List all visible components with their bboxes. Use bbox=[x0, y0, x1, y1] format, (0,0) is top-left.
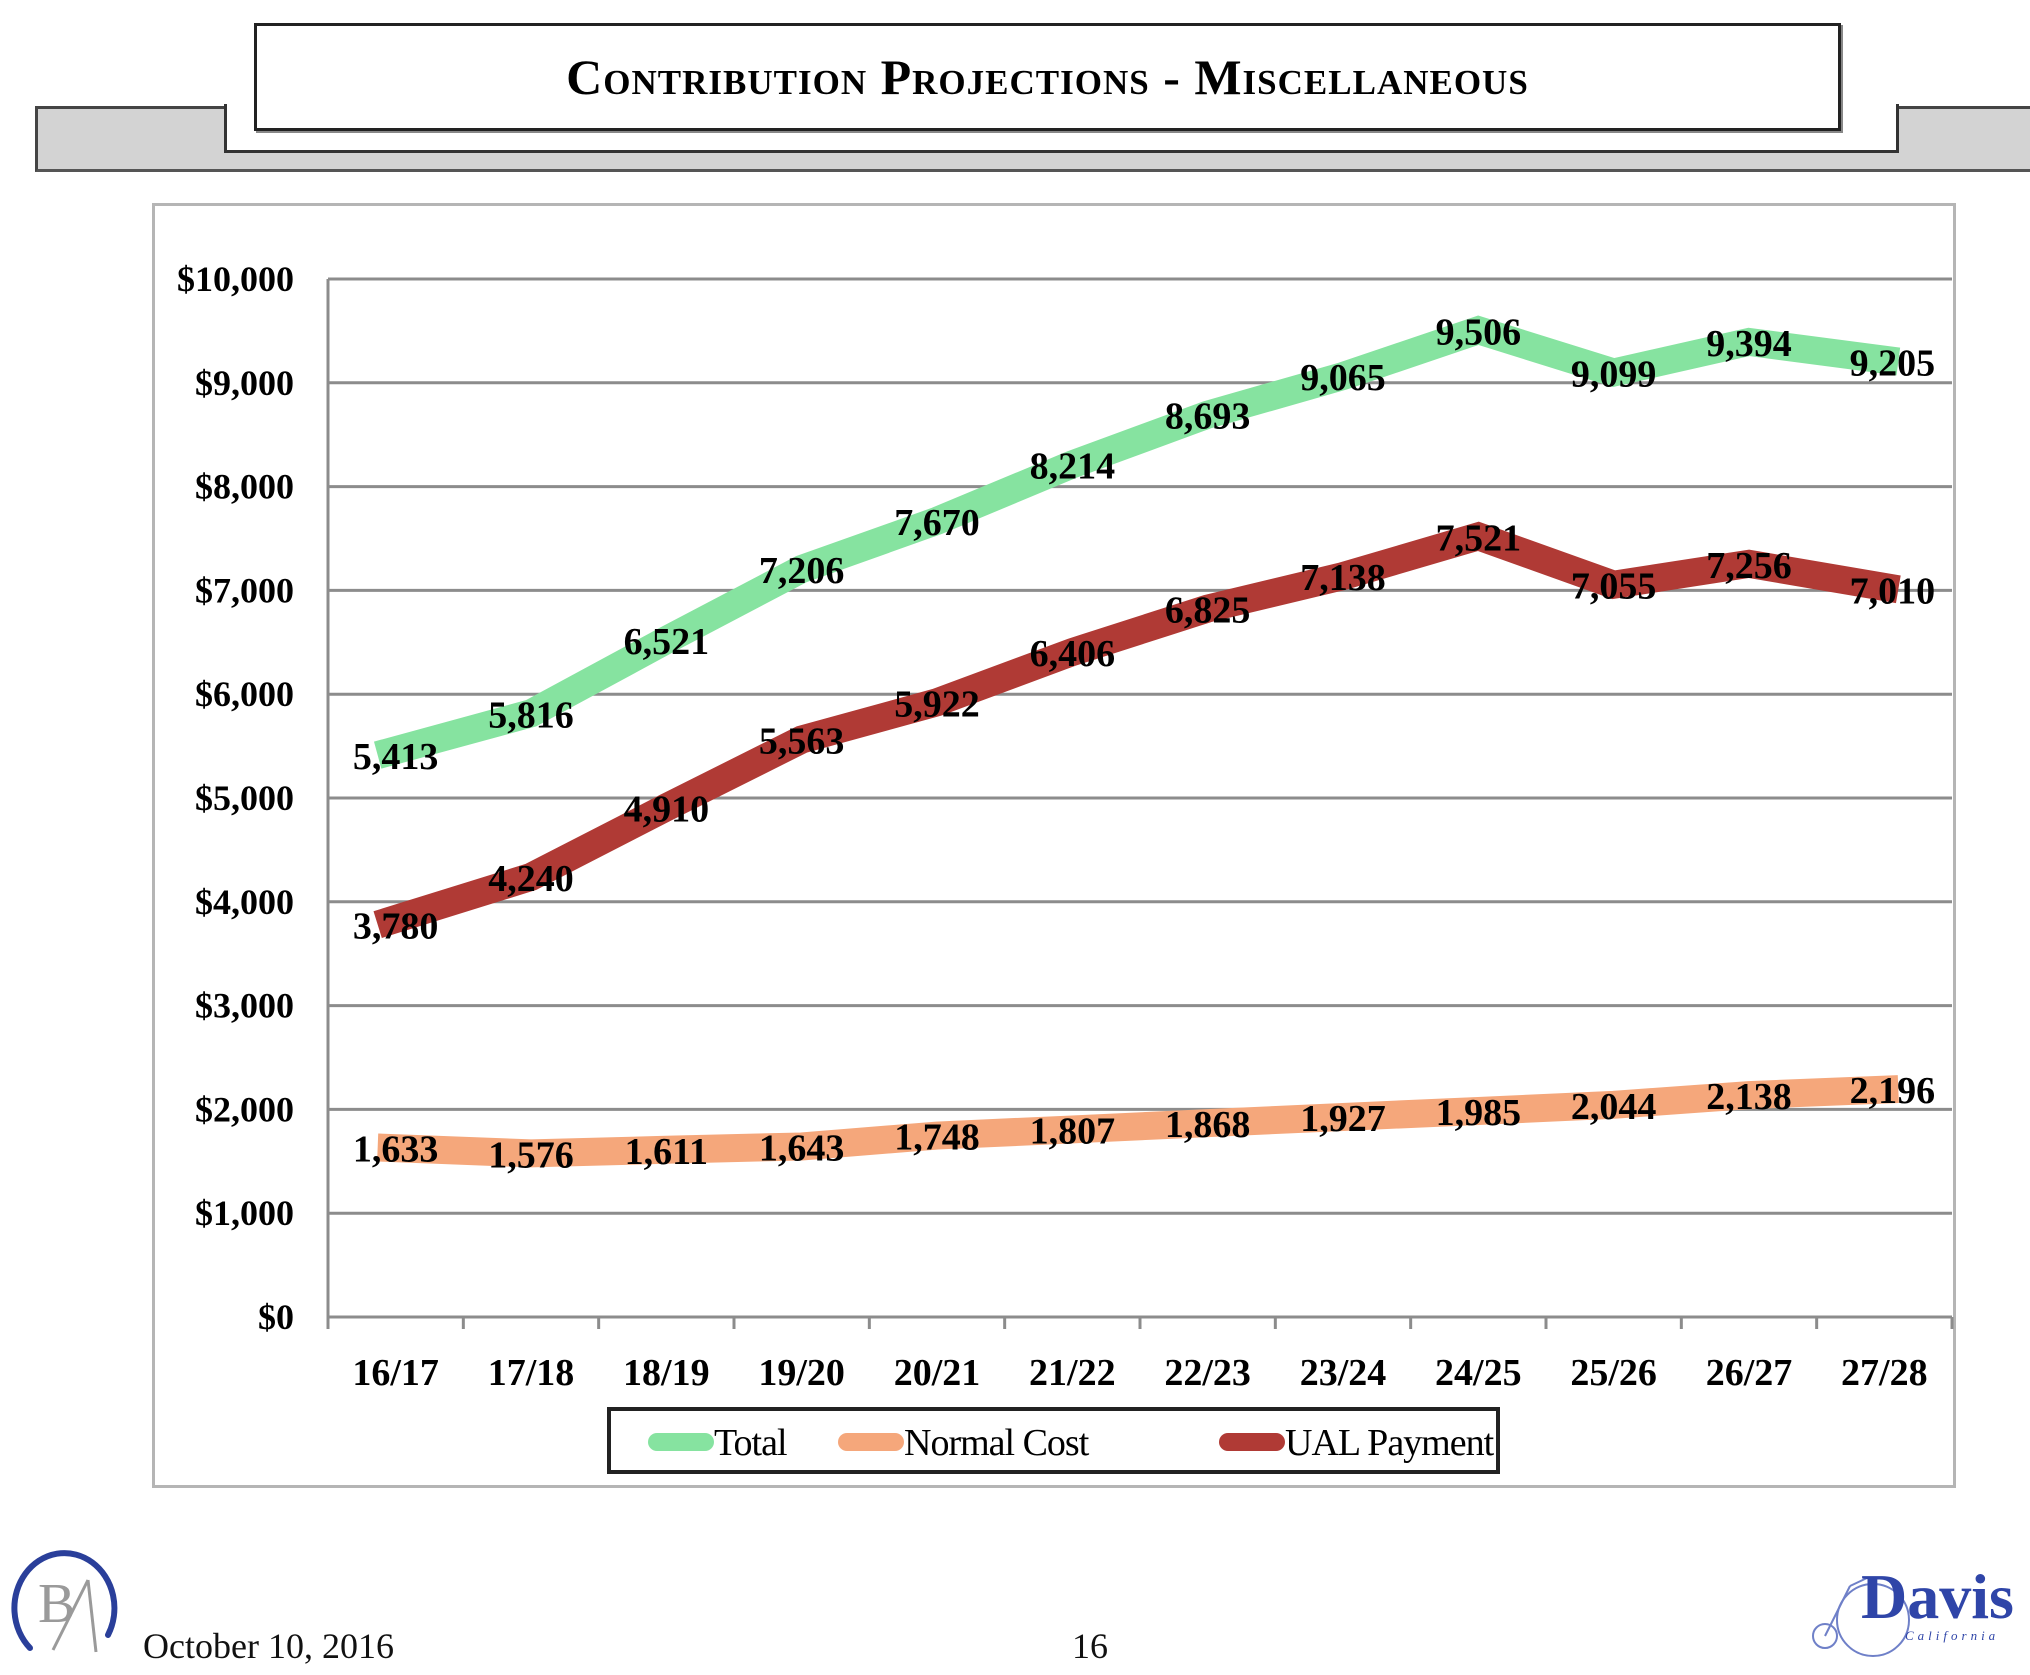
data-label: 8,214 bbox=[1030, 445, 1116, 487]
data-label: 4,910 bbox=[624, 788, 710, 830]
data-label: 1,633 bbox=[353, 1128, 439, 1170]
x-tick-label: 22/23 bbox=[1164, 1352, 1251, 1394]
data-label: 2,044 bbox=[1571, 1086, 1657, 1128]
data-label: 9,205 bbox=[1850, 343, 1936, 385]
data-label: 9,394 bbox=[1706, 323, 1792, 365]
page-title: Contribution Projections - Miscellaneous bbox=[566, 49, 1529, 105]
legend-box bbox=[607, 1407, 1500, 1474]
series-lines bbox=[373, 315, 1901, 1168]
legend-label: Normal Cost bbox=[904, 1422, 1090, 1464]
data-label: 1,927 bbox=[1300, 1098, 1386, 1140]
y-tick-label: $4,000 bbox=[195, 882, 294, 922]
y-tick-label: $9,000 bbox=[195, 363, 294, 403]
svg-text:Davis: Davis bbox=[1861, 1561, 2014, 1632]
data-label: 5,563 bbox=[759, 721, 845, 763]
series-line-total bbox=[373, 315, 1901, 769]
chart-frame bbox=[152, 203, 1956, 1488]
legend: Total Normal Cost UAL Payment bbox=[607, 1407, 1500, 1474]
data-label: 1,643 bbox=[759, 1127, 845, 1169]
x-tick-label: 21/22 bbox=[1029, 1352, 1116, 1394]
y-tick-label: $2,000 bbox=[195, 1089, 294, 1129]
footer-date: October 10, 2016 bbox=[143, 1626, 394, 1666]
data-label: 7,206 bbox=[759, 550, 845, 592]
data-label: 9,065 bbox=[1300, 357, 1386, 399]
legend-swatch-normal-cost bbox=[838, 1433, 904, 1451]
x-tick-label: 24/25 bbox=[1435, 1352, 1522, 1394]
data-label: 7,670 bbox=[894, 502, 980, 544]
data-label: 1,807 bbox=[1030, 1110, 1116, 1152]
x-tick-label: 27/28 bbox=[1841, 1352, 1928, 1394]
title-box: Contribution Projections - Miscellaneous bbox=[254, 23, 1841, 131]
davis-logo-icon: Davis California bbox=[1812, 1561, 2014, 1657]
series-line-normal-cost bbox=[377, 1075, 1899, 1168]
y-tick-label: $0 bbox=[258, 1297, 294, 1337]
y-tick-label: $3,000 bbox=[195, 986, 294, 1026]
data-label: 4,240 bbox=[488, 858, 574, 900]
x-tick-label: 26/27 bbox=[1706, 1352, 1793, 1394]
data-label: 5,816 bbox=[488, 694, 574, 736]
series-line-ual-payment bbox=[373, 521, 1901, 939]
data-label: 7,138 bbox=[1300, 557, 1386, 599]
y-tick-label: $5,000 bbox=[195, 778, 294, 818]
y-tick-label: $6,000 bbox=[195, 674, 294, 714]
data-label: 2,138 bbox=[1706, 1076, 1792, 1118]
data-label: 1,748 bbox=[894, 1117, 980, 1159]
data-label: 5,922 bbox=[894, 683, 980, 725]
x-tick-label: 19/20 bbox=[758, 1352, 845, 1394]
y-tick-label: $8,000 bbox=[195, 467, 294, 507]
data-label: 5,413 bbox=[353, 736, 439, 778]
page-number: 16 bbox=[1072, 1626, 1108, 1666]
data-label: 1,576 bbox=[488, 1134, 574, 1176]
data-label: 6,406 bbox=[1030, 633, 1116, 675]
data-label: 1,985 bbox=[1436, 1092, 1522, 1134]
data-label: 3,780 bbox=[353, 906, 439, 948]
x-tick-label: 16/17 bbox=[352, 1352, 439, 1394]
legend-swatch-total bbox=[648, 1433, 714, 1451]
x-tick-label: 20/21 bbox=[894, 1352, 981, 1394]
svg-text:B: B bbox=[38, 1573, 75, 1635]
ba-logo-icon: B bbox=[11, 1550, 118, 1653]
data-label: 2,196 bbox=[1850, 1070, 1936, 1112]
x-tick-label: 25/26 bbox=[1570, 1352, 1657, 1394]
data-label: 6,825 bbox=[1165, 590, 1251, 632]
legend-label: UAL Payment bbox=[1285, 1422, 1495, 1464]
legend-swatch-ual-payment bbox=[1219, 1433, 1285, 1451]
gridlines bbox=[328, 277, 1952, 1215]
data-label: 7,010 bbox=[1850, 570, 1936, 612]
data-label: 1,611 bbox=[625, 1131, 708, 1173]
data-label: 7,055 bbox=[1571, 566, 1657, 608]
x-tick-label: 17/18 bbox=[488, 1352, 575, 1394]
data-labels: 5,413 5,816 6,521 7,206 7,670 8,214 8,693 9,065… bbox=[353, 311, 1935, 1176]
legend-label: Total bbox=[714, 1422, 787, 1464]
svg-text:California: California bbox=[1905, 1628, 1999, 1643]
x-tick-label: 18/19 bbox=[623, 1352, 710, 1394]
y-tick-label: $7,000 bbox=[195, 570, 294, 610]
data-label: 7,256 bbox=[1706, 545, 1792, 587]
x-tick-label: 23/24 bbox=[1300, 1352, 1387, 1394]
data-label: 8,693 bbox=[1165, 396, 1251, 438]
data-label: 1,868 bbox=[1165, 1104, 1251, 1146]
data-label: 7,521 bbox=[1436, 517, 1522, 559]
data-label: 6,521 bbox=[624, 621, 710, 663]
axes: $0 $1,000 $2,000 $3,000 $4,000 $5,000 $6,000 $7… bbox=[177, 259, 1954, 1394]
data-label: 9,506 bbox=[1436, 311, 1522, 353]
y-tick-label: $10,000 bbox=[177, 259, 294, 299]
data-label: 9,099 bbox=[1571, 354, 1657, 396]
y-tick-label: $1,000 bbox=[195, 1193, 294, 1233]
